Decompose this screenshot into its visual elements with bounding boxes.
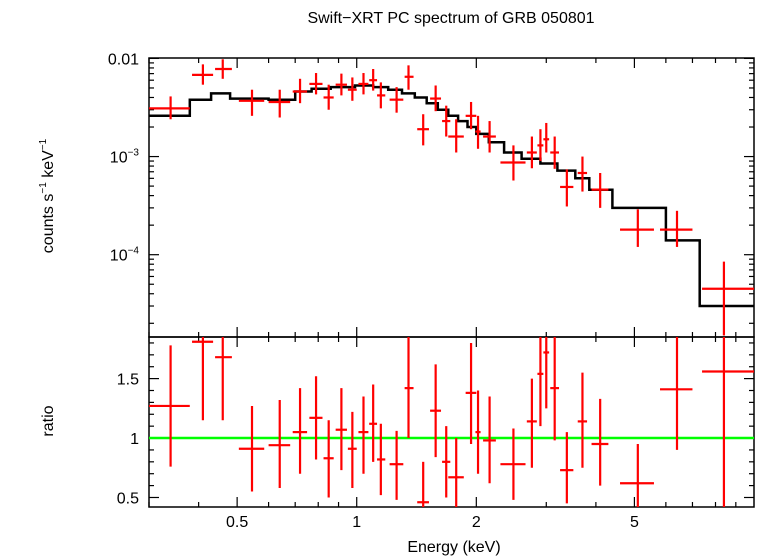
spectrum-data-point [430,85,442,112]
ratio-data-point [537,337,544,427]
ratio-data-point [526,378,537,468]
y-tick-label: 0.5 [117,490,139,507]
ratio-data-point [377,423,386,496]
ratio-data-point [192,337,214,421]
ratio-data-point [550,337,560,441]
ratio-frame [148,336,755,508]
ratio-data-point [358,396,369,474]
spectrum-data-point [417,114,429,146]
ratio-data-point [309,376,323,460]
ratio-data-point [620,443,654,507]
ratio-data-point [500,428,526,500]
ratio-data-point [292,388,308,474]
ratio-data-point [591,398,609,486]
x-axis-label: Energy (keV) [407,539,500,556]
y-tick-label: 10−4 [110,246,140,265]
spectrum-data-point [465,101,477,130]
x-tick-label: 2 [472,514,481,531]
ratio-data-point [430,364,442,458]
spectrum-data-point [442,105,451,137]
ratio-data-point [465,342,477,444]
spectrum-data-point [702,261,754,336]
chart-title: Swift−XRT PC spectrum of GRB 050801 [307,10,594,27]
spectrum-data-point [526,136,537,169]
spectrum-data-point [377,82,386,109]
ratio-data-point [577,372,588,468]
ratio-data-point [483,396,496,484]
spectrum-data-point [543,122,550,153]
spectrum-data-point [448,119,464,153]
spectrum-data-point [335,73,347,96]
spectrum-data-point [192,64,214,85]
x-tick-label: 5 [630,514,639,531]
spectrum-data-point [577,156,588,192]
spectrum-data-point [347,77,357,101]
y-tick-label: 1.5 [117,372,139,389]
ratio-data-point [238,405,265,492]
y-tick-label: 1 [130,431,139,448]
spectrum-panel: 0.01 10−3 10−4 [108,51,755,338]
spectrum-data-point [560,169,574,207]
spectrum-data-point [483,121,496,153]
ratio-y-axis-label: ratio [40,405,57,436]
spectrum-data-point [591,172,609,208]
spectrum-data-point [537,129,544,162]
spectrum-y-axis-label: counts s−1 keV−1 [38,138,57,253]
spectrum-data-point [620,209,654,247]
spectrum-data-point [500,145,526,181]
spectrum-data-point [369,69,378,91]
y-tick-label: 0.01 [108,51,139,68]
ratio-data-point [560,432,574,504]
ratio-data-point [347,411,357,488]
spectrum-data-point [149,96,190,120]
ratio-data-point [442,426,451,498]
spectrum-data-point [660,210,693,247]
spectrum-data-point [268,89,291,118]
x-tick-label: 1 [352,514,361,531]
spectrum-data-point [309,73,323,95]
ratio-data-point [404,337,414,439]
spectrum-data-point [404,65,414,90]
spectrum-data-point [475,115,481,149]
ratio-data-point [335,388,347,471]
ratio-data-point [448,438,464,507]
ratio-data-point [389,430,404,500]
ratio-data-point [149,345,190,467]
model-step-line [149,84,754,308]
ratio-data-point [215,337,232,421]
spectrum-data-point [550,136,560,169]
ratio-data-point [369,384,378,462]
y-tick-label: 10−3 [110,148,140,167]
ratio-data-point [543,337,550,409]
spectrum-data-point [292,78,308,104]
ratio-data-point [475,390,481,474]
spectrum-data-point [238,89,265,116]
ratio-data-point [417,461,429,507]
spectrum-data-point [323,84,334,110]
ratio-data-point [660,337,693,450]
spectrum-data-point [389,87,404,113]
ratio-data-point [323,420,334,498]
spectrum-data-point [358,73,369,95]
ratio-panel: 0.5 1 2 5 0.5 1 1.5 [117,336,755,531]
x-tick-label: 0.5 [226,514,248,531]
ratio-data-point [268,400,291,488]
spectrum-data-point [215,59,232,79]
ratio-data-point [702,337,754,507]
